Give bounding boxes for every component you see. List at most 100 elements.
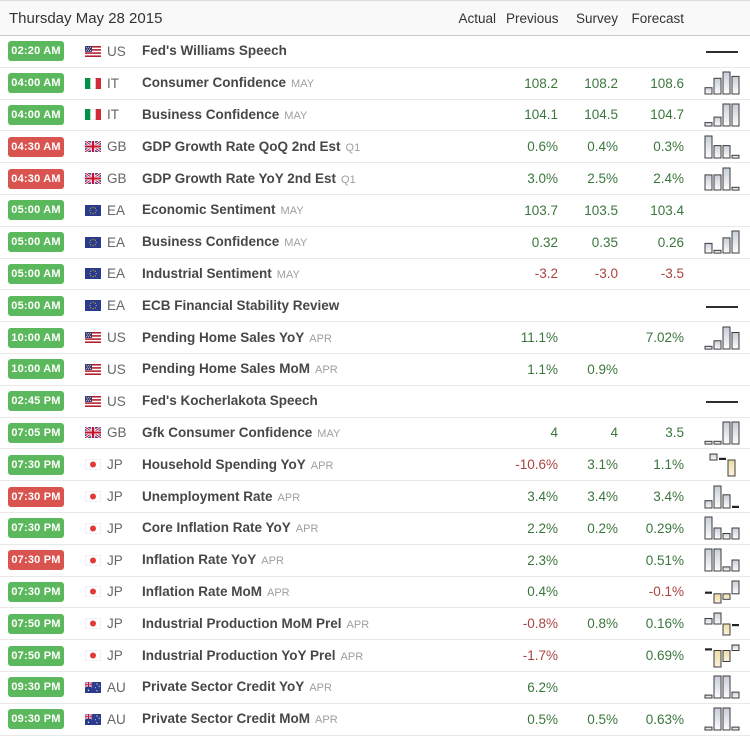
event-name[interactable]: Economic Sentiment — [142, 202, 276, 218]
event-name[interactable]: Pending Home Sales MoM — [142, 361, 311, 377]
event-name[interactable]: Gfk Consumer Confidence — [142, 424, 313, 440]
calendar-row[interactable]: 05:00 AM EA ECB Financial Stability Review — [0, 290, 750, 323]
calendar-row[interactable]: 09:30 PM AU Private Sector Credit MoM APR 0.… — [0, 703, 750, 736]
time-badge[interactable]: 07:50 PM — [8, 613, 64, 634]
flat-line-icon[interactable] — [694, 388, 750, 414]
time-badge[interactable]: 07:50 PM — [8, 645, 64, 666]
time-badge[interactable]: 05:00 AM — [8, 232, 64, 253]
time-badge[interactable]: 04:30 AM — [8, 136, 64, 157]
calendar-row[interactable]: 04:30 AM GB GDP Growth Rate QoQ 2nd Est Q1 0… — [0, 131, 750, 164]
time-badge[interactable]: 10:00 AM — [8, 359, 64, 380]
mini-bar-chart-icon[interactable] — [694, 643, 750, 669]
calendar-row[interactable]: 07:30 PM JP Household Spending YoY APR -10.6… — [0, 449, 750, 482]
event-name[interactable]: Pending Home Sales YoY — [142, 329, 305, 345]
calendar-row[interactable]: 02:20 AM US Fed's Williams Speech — [0, 36, 750, 68]
event-name[interactable]: Household Spending YoY — [142, 456, 306, 472]
mini-bar-chart-icon[interactable] — [694, 420, 750, 446]
event-name[interactable]: Industrial Production MoM Prel — [142, 615, 342, 631]
time-badge[interactable]: 02:20 AM — [8, 41, 64, 62]
event-name[interactable]: Private Sector Credit MoM — [142, 711, 311, 727]
flat-line-icon[interactable] — [694, 38, 750, 64]
time-badge[interactable]: 09:30 PM — [8, 709, 64, 730]
calendar-rows: 02:20 AM US Fed's Williams Speech 04:00 AM I… — [0, 36, 750, 736]
event-name[interactable]: Fed's Kocherlakota Speech — [142, 393, 318, 409]
mini-bar-chart-icon[interactable] — [694, 325, 750, 351]
event-cell: Core Inflation Rate YoY APR — [139, 519, 448, 537]
event-name[interactable]: Core Inflation Rate YoY — [142, 520, 291, 536]
value-forecast: 103.4 — [650, 202, 684, 218]
mini-bar-chart-icon[interactable] — [694, 484, 750, 510]
calendar-row[interactable]: 07:30 PM JP Unemployment Rate APR 3.4% 3.4% 3.… — [0, 481, 750, 513]
time-cell: 10:00 AM — [0, 359, 72, 380]
mini-bar-chart-icon[interactable] — [694, 579, 750, 605]
mini-bar-chart-icon[interactable] — [694, 229, 750, 255]
calendar-row[interactable]: 05:00 AM EA Industrial Sentiment MAY -3.2 -3.… — [0, 258, 750, 291]
event-name[interactable]: Private Sector Credit YoY — [142, 679, 305, 695]
calendar-row[interactable]: 04:00 AM IT Consumer Confidence MAY 108.2 108… — [0, 67, 750, 100]
time-badge[interactable]: 07:30 PM — [8, 454, 64, 475]
event-name[interactable]: GDP Growth Rate YoY 2nd Est — [142, 170, 337, 186]
value-previous: 3.4% — [527, 489, 558, 505]
event-name[interactable]: Business Confidence — [142, 234, 280, 250]
event-name[interactable]: Inflation Rate MoM — [142, 583, 262, 599]
calendar-row[interactable]: 04:30 AM GB GDP Growth Rate YoY 2nd Est Q1 3… — [0, 163, 750, 195]
event-name[interactable]: Fed's Williams Speech — [142, 43, 287, 59]
mini-bar-chart-icon[interactable] — [694, 452, 750, 478]
time-badge[interactable]: 05:00 AM — [8, 263, 64, 284]
value-forecast: 108.6 — [650, 75, 684, 91]
calendar-row[interactable]: 02:45 PM US Fed's Kocherlakota Speech — [0, 385, 750, 418]
value-previous: 0.4% — [527, 584, 558, 600]
time-badge[interactable]: 09:30 PM — [8, 677, 64, 698]
calendar-row[interactable]: 07:30 PM JP Core Inflation Rate YoY APR 2.2%… — [0, 512, 750, 545]
mini-bar-chart-icon[interactable] — [694, 611, 750, 637]
calendar-row[interactable]: 07:30 PM JP Inflation Rate MoM APR 0.4% -0.1% — [0, 576, 750, 609]
calendar-row[interactable]: 07:50 PM JP Industrial Production MoM Prel… — [0, 608, 750, 641]
time-badge[interactable]: 02:45 PM — [8, 391, 64, 412]
mini-bar-chart-icon[interactable] — [694, 166, 750, 192]
calendar-row[interactable]: 10:00 AM US Pending Home Sales YoY APR 11.1%… — [0, 322, 750, 354]
event-cell: Private Sector Credit MoM APR — [139, 710, 448, 728]
event-name[interactable]: ECB Financial Stability Review — [142, 297, 340, 313]
mini-bar-chart-icon[interactable] — [694, 134, 750, 160]
time-badge[interactable]: 10:00 AM — [8, 327, 64, 348]
mini-bar-chart-icon[interactable] — [694, 547, 750, 573]
event-name[interactable]: Business Confidence — [142, 106, 280, 122]
event-cell: Industrial Sentiment MAY — [139, 265, 448, 283]
event-cell: Pending Home Sales YoY APR — [139, 329, 448, 347]
mini-bar-chart-icon[interactable] — [694, 674, 750, 700]
time-badge[interactable]: 07:30 PM — [8, 550, 64, 571]
time-badge[interactable]: 04:00 AM — [8, 104, 64, 125]
calendar-row[interactable]: 09:30 PM AU Private Sector Credit YoY APR 6.… — [0, 671, 750, 704]
mini-bar-chart-icon[interactable] — [694, 515, 750, 541]
time-badge[interactable]: 07:05 PM — [8, 422, 64, 443]
event-name[interactable]: Inflation Rate YoY — [142, 552, 257, 568]
calendar-row[interactable]: 05:00 AM EA Business Confidence MAY 0.32 0.35… — [0, 226, 750, 259]
event-name[interactable]: Industrial Sentiment — [142, 265, 272, 281]
value-previous: 0.6% — [527, 139, 558, 155]
event-name[interactable]: Industrial Production YoY Prel — [142, 647, 336, 663]
time-badge[interactable]: 05:00 AM — [8, 295, 64, 316]
time-badge[interactable]: 05:00 AM — [8, 200, 64, 221]
calendar-row[interactable]: 07:30 PM JP Inflation Rate YoY APR 2.3% 0.51% — [0, 544, 750, 577]
mini-bar-chart-icon[interactable] — [694, 706, 750, 732]
event-name[interactable]: GDP Growth Rate QoQ 2nd Est — [142, 138, 341, 154]
value-survey: 0.8% — [587, 616, 618, 632]
event-name[interactable]: Unemployment Rate — [142, 488, 273, 504]
mini-bar-chart-icon[interactable] — [694, 70, 750, 96]
time-cell: 02:45 PM — [0, 391, 72, 412]
ea-flag-icon — [85, 268, 101, 280]
time-badge[interactable]: 07:30 PM — [8, 581, 64, 602]
calendar-row[interactable]: 10:00 AM US Pending Home Sales MoM APR 1.1% 0… — [0, 353, 750, 386]
time-badge[interactable]: 04:30 AM — [8, 168, 64, 189]
calendar-row[interactable]: 07:05 PM GB Gfk Consumer Confidence MAY 4 4 3.… — [0, 417, 750, 450]
calendar-row[interactable]: 05:00 AM EA Economic Sentiment MAY 103.7 103.… — [0, 194, 750, 227]
mini-bar-chart-icon[interactable] — [694, 102, 750, 128]
time-badge[interactable]: 04:00 AM — [8, 73, 64, 94]
value-forecast: 3.4% — [653, 489, 684, 505]
event-name[interactable]: Consumer Confidence — [142, 75, 287, 91]
calendar-row[interactable]: 07:50 PM JP Industrial Production YoY Prel… — [0, 640, 750, 672]
time-badge[interactable]: 07:30 PM — [8, 518, 64, 539]
flat-line-icon[interactable] — [694, 293, 750, 319]
time-badge[interactable]: 07:30 PM — [8, 486, 64, 507]
calendar-row[interactable]: 04:00 AM IT Business Confidence MAY 104.1 104… — [0, 99, 750, 132]
